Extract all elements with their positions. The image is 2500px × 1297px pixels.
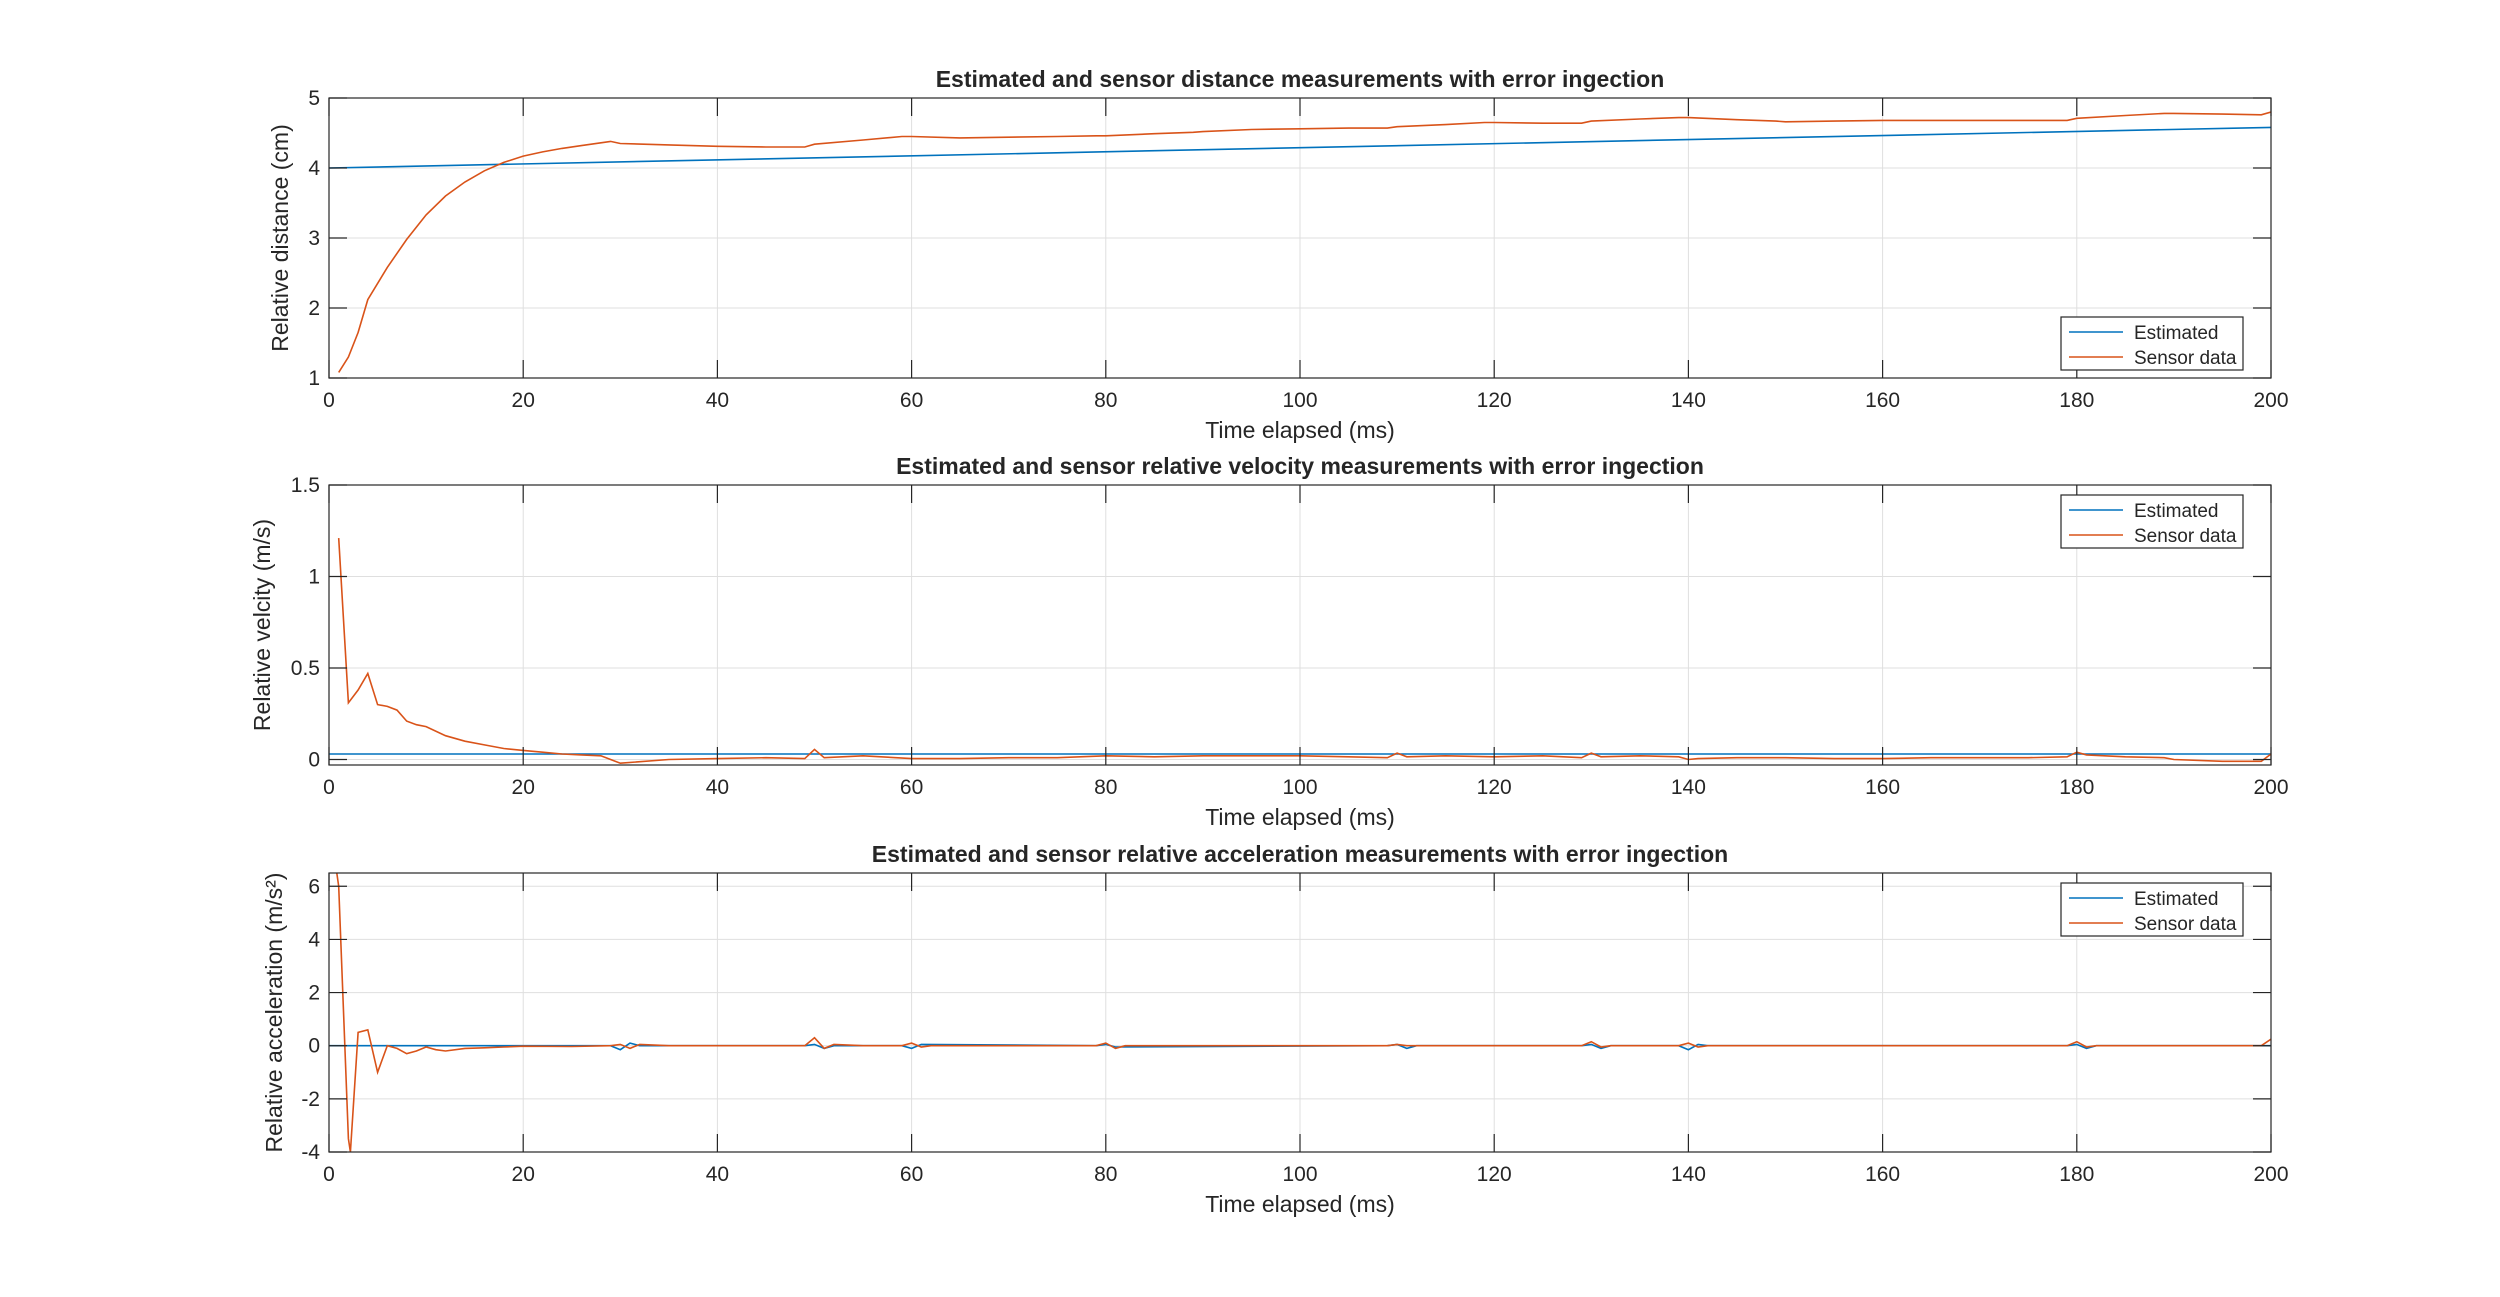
- chart-title: Estimated and sensor distance measuremen…: [936, 66, 1665, 92]
- legend-entry: Sensor data: [2134, 348, 2237, 369]
- series-line-sensor-data: [338, 111, 2271, 373]
- x-tick-label: 200: [2253, 389, 2288, 412]
- legend-entry: Estimated: [2134, 889, 2218, 910]
- x-tick-label: 100: [1282, 389, 1317, 412]
- subplot-3: 0 20 40 60 80 100 120 140 160 180 200 -4 -2 0 2 4 6 Estim…: [261, 841, 2289, 1217]
- x-axis-label: Time elapsed (ms): [1205, 1191, 1395, 1217]
- x-tick-label: 140: [1671, 1163, 1706, 1186]
- x-tick-label: 180: [2059, 389, 2094, 412]
- y-axis-label: Relative velcity (m/s): [249, 519, 275, 731]
- x-tick-label: 60: [900, 776, 923, 799]
- y-tick-label: 2: [308, 982, 320, 1005]
- x-tick-label: 0: [323, 389, 335, 412]
- x-tick-label: 20: [512, 1163, 535, 1186]
- x-tick-label: 40: [706, 389, 729, 412]
- y-tick-label: 0.5: [291, 657, 320, 680]
- series-line-sensor-data: [336, 873, 2271, 1152]
- legend-box: [2060, 316, 2244, 371]
- series-line-estimated: [329, 126, 2271, 169]
- x-tick-label: 0: [323, 776, 335, 799]
- x-tick-label: 140: [1671, 389, 1706, 412]
- legend-box: [2060, 494, 2244, 549]
- y-tick-label: 4: [308, 157, 320, 180]
- legend-entry: Sensor data: [2134, 914, 2237, 935]
- x-axis-label: Time elapsed (ms): [1205, 804, 1395, 830]
- x-tick-label: 80: [1094, 776, 1117, 799]
- x-tick-label: 20: [512, 776, 535, 799]
- x-tick-label: 120: [1477, 1163, 1512, 1186]
- x-tick-label: 120: [1477, 776, 1512, 799]
- x-tick-label: 100: [1282, 776, 1317, 799]
- chart-title: Estimated and sensor relative velocity m…: [896, 453, 1704, 479]
- x-tick-label: 60: [900, 1163, 923, 1186]
- y-tick-label: 2: [308, 297, 320, 320]
- chart-title: Estimated and sensor relative accelerati…: [872, 841, 1728, 867]
- y-tick-label: 1: [308, 367, 320, 390]
- y-tick-label: -2: [301, 1088, 320, 1111]
- y-tick-label: 4: [308, 928, 320, 951]
- series-line-sensor-data: [337, 538, 2271, 765]
- subplot-2: 0 20 40 60 80 100 120 140 160 180 200 0 0.5 1 1.5 Estim…: [249, 453, 2289, 830]
- legend: Estimated Sensor data: [2060, 882, 2244, 937]
- x-tick-label: 60: [900, 389, 923, 412]
- x-tick-label: 80: [1094, 1163, 1117, 1186]
- y-axis-label: Relative acceleration (m/s²): [261, 873, 287, 1153]
- y-tick-label: -4: [301, 1141, 320, 1164]
- x-tick-label: 40: [706, 776, 729, 799]
- x-tick-label: 160: [1865, 1163, 1900, 1186]
- x-tick-label: 160: [1865, 389, 1900, 412]
- x-tick-label: 0: [323, 1163, 335, 1186]
- y-tick-label: 0: [308, 749, 320, 772]
- x-tick-label: 40: [706, 1163, 729, 1186]
- y-axis-label: Relative distance (cm): [267, 124, 293, 352]
- x-tick-label: 120: [1477, 389, 1512, 412]
- legend-entry: Estimated: [2134, 323, 2218, 344]
- legend-entry: Estimated: [2134, 501, 2218, 522]
- y-tick-label: 0: [308, 1035, 320, 1058]
- x-tick-label: 180: [2059, 1163, 2094, 1186]
- legend: Estimated Sensor data: [2060, 494, 2244, 549]
- legend-box: [2060, 882, 2244, 937]
- y-tick-label: 6: [308, 875, 320, 898]
- x-tick-label: 20: [512, 389, 535, 412]
- y-tick-label: 5: [308, 87, 320, 110]
- x-tick-label: 140: [1671, 776, 1706, 799]
- subplot-1: 0 20 40 60 80 100 120 140 160 180 200 1 2 3 4 5 Estimate…: [267, 66, 2289, 443]
- y-tick-label: 3: [308, 227, 320, 250]
- x-tick-label: 200: [2253, 776, 2288, 799]
- x-tick-label: 180: [2059, 776, 2094, 799]
- x-tick-label: 100: [1282, 1163, 1317, 1186]
- y-tick-label: 1: [308, 566, 320, 589]
- legend-entry: Sensor data: [2134, 526, 2237, 547]
- x-tick-label: 80: [1094, 389, 1117, 412]
- x-tick-label: 160: [1865, 776, 1900, 799]
- x-tick-label: 200: [2253, 1163, 2288, 1186]
- y-tick-label: 1.5: [291, 474, 320, 497]
- x-axis-label: Time elapsed (ms): [1205, 417, 1395, 443]
- legend: Estimated Sensor data: [2060, 316, 2244, 371]
